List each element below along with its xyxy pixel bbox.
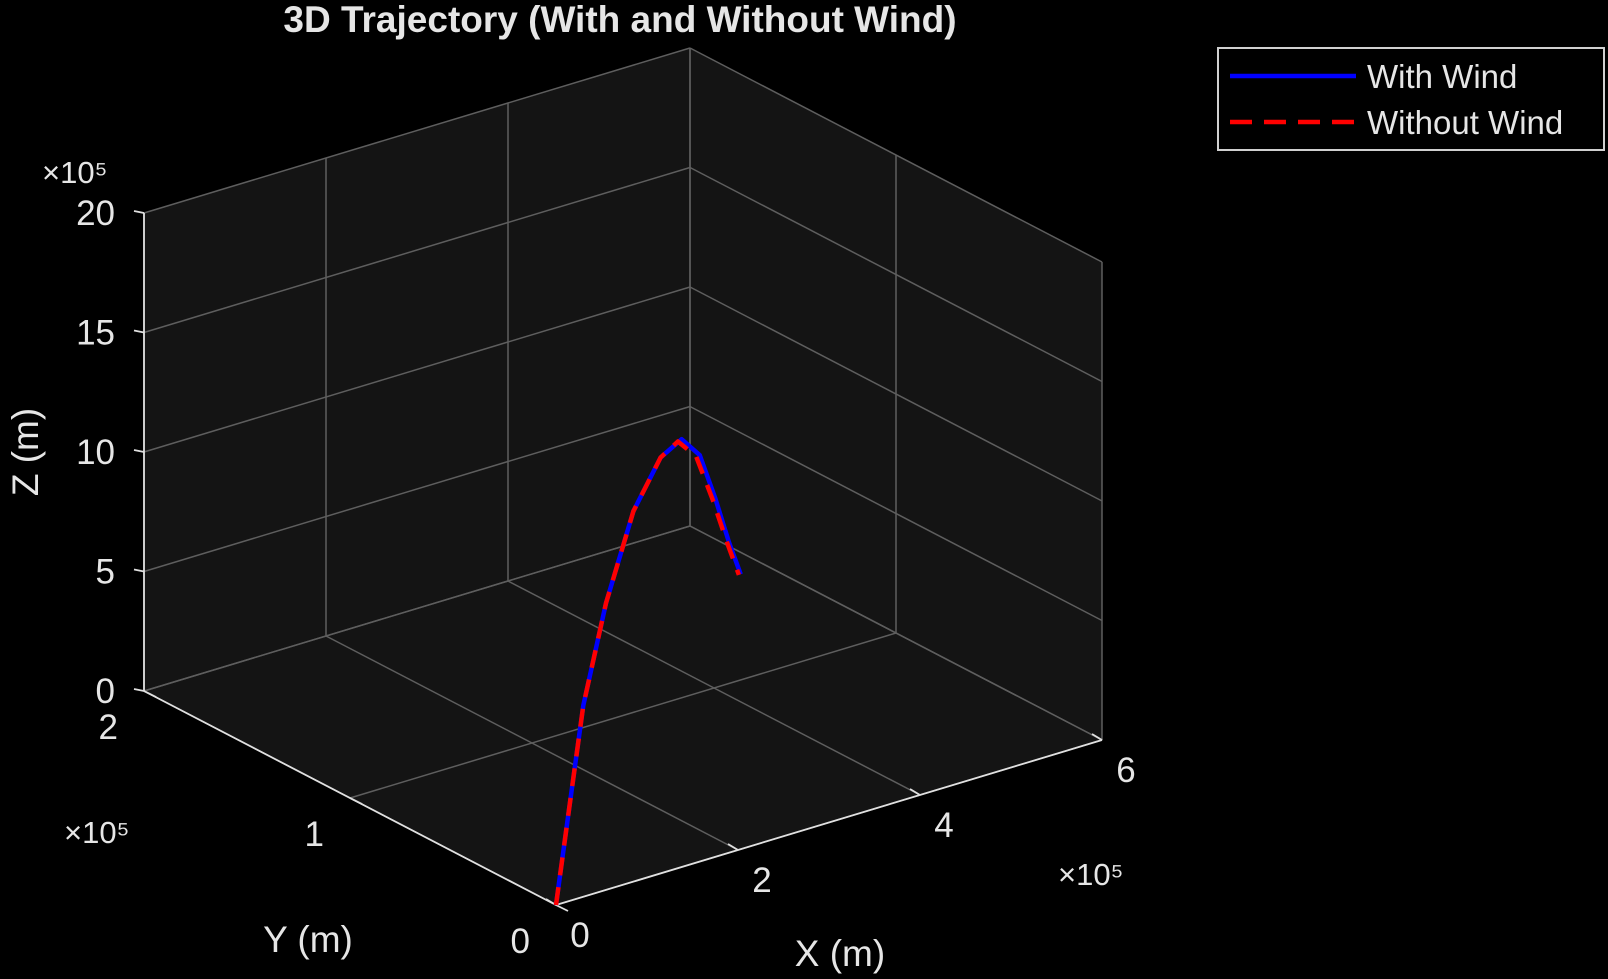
x-tick-mark [909,788,921,796]
series-lines [553,436,743,906]
x-tick-mark [727,843,739,851]
z-tick-mark [133,688,145,692]
legend: With Wind Without Wind [1217,47,1605,151]
grid-side-z [689,47,1103,263]
x-tick-mark [1091,733,1103,741]
x-tick-label: 4 [934,806,953,845]
plot-pane [144,48,1102,905]
grid-side-z [689,525,1103,741]
y-tick-mark [143,690,157,698]
legend-box [1217,47,1605,151]
y-tick-mark [349,797,363,805]
z-tick-label: 0 [96,672,115,711]
x-tick-label: 2 [752,861,771,900]
x-exponent: ×10⁵ [1058,857,1123,892]
z-exponent: ×10⁵ [42,155,107,190]
legend-label-without-wind: Without Wind [1367,104,1563,141]
grid-back-z [143,47,691,214]
y-tick-label: 2 [99,708,118,747]
z-tick-mark [133,449,145,453]
y-tick-mark [555,904,569,912]
x-tick-label: 0 [570,916,589,955]
x-axis-line [555,739,1103,906]
z-tick-label: 15 [76,314,115,353]
grid-side-z [689,286,1103,502]
z-tick-mark [133,568,145,573]
x-tick-label: 6 [1116,751,1135,790]
z-tick-label: 20 [76,194,115,233]
grid-back-z [143,286,691,453]
z-tick-mark [133,329,145,334]
series-without-wind [553,439,742,906]
y-tick-label: 0 [511,922,530,961]
grid-floor-y [349,632,897,799]
grid-back-z [143,525,691,692]
y-axis-label: Y (m) [263,919,353,960]
grid-back-z [143,405,691,573]
grid-back-z [143,166,691,334]
chart-title: 3D Trajectory (With and Without Wind) [283,0,956,40]
legend-label-with-wind: With Wind [1367,58,1517,95]
grid-side-z [689,166,1103,383]
grid-side-z [689,405,1103,622]
z-tick-label: 10 [76,433,115,472]
z-axis-label: Z (m) [5,408,46,496]
y-exponent: ×10⁵ [64,815,129,850]
z-tick-label: 5 [96,553,115,592]
z-tick-mark [133,210,145,214]
x-axis-label: X (m) [795,933,885,974]
y-tick-label: 1 [305,815,324,854]
